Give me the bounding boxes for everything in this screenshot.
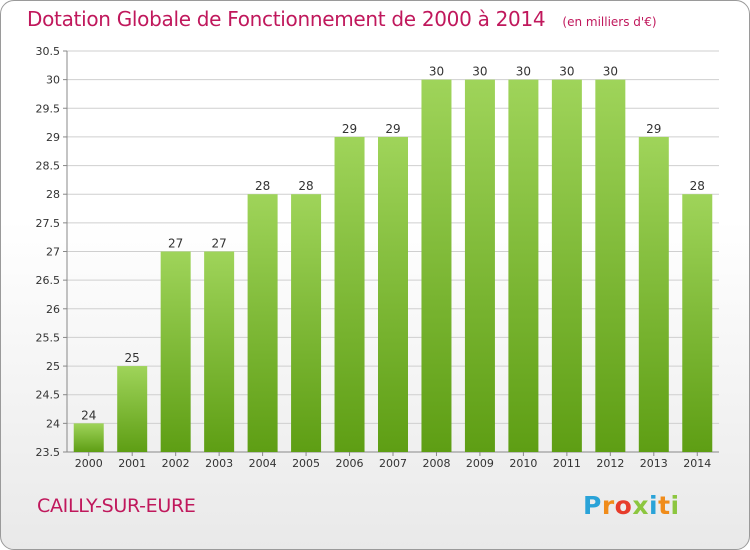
bar [160,251,191,452]
y-tick-label: 29.5 [36,102,61,115]
y-tick-label: 25 [46,360,60,373]
bar-value-label: 30 [559,65,574,79]
x-tick-label: 2011 [553,457,581,470]
bar [117,366,148,452]
y-tick-label: 26 [46,303,60,316]
bar-value-label: 30 [516,65,531,79]
bar-value-label: 30 [603,65,618,79]
x-tick-label: 2007 [379,457,407,470]
x-tick-label: 2014 [683,457,711,470]
bar-value-label: 29 [385,122,400,136]
y-tick-label: 23.5 [36,446,61,459]
bar-value-label: 28 [690,179,705,193]
logo-letter: i [649,491,659,520]
bar-value-label: 25 [125,351,140,365]
bar-value-label: 27 [168,237,183,251]
x-tick-label: 2005 [292,457,320,470]
logo-letter: o [614,491,633,520]
bar [247,194,278,452]
bar [421,79,452,453]
bar [551,79,582,453]
bar-value-label: 30 [472,65,487,79]
x-tick-label: 2002 [162,457,190,470]
bar-value-label: 24 [81,408,96,422]
y-tick-label: 26.5 [36,274,61,287]
logo-letter: r [601,491,615,520]
y-tick-label: 28 [46,188,60,201]
x-tick-label: 2004 [249,457,277,470]
bar [508,79,539,453]
bar-value-label: 27 [211,237,226,251]
bar [378,136,408,452]
x-tick-label: 2009 [466,457,494,470]
x-tick-label: 2003 [205,457,233,470]
bar [682,194,713,452]
y-tick-label: 28.5 [36,160,61,173]
chart-title: Dotation Globale de Fonctionnement de 20… [27,7,546,31]
logo-letter: x [632,491,649,520]
y-tick-label: 27.5 [36,217,61,230]
bar [464,79,495,453]
y-tick-label: 30.5 [36,45,61,58]
x-tick-label: 2012 [596,457,624,470]
bar-value-label: 28 [255,179,270,193]
bar-value-label: 29 [646,122,661,136]
bar-value-label: 28 [298,179,313,193]
y-tick-label: 24.5 [36,389,61,402]
x-tick-label: 2013 [640,457,668,470]
y-tick-label: 30 [46,74,60,87]
title-row: Dotation Globale de Fonctionnement de 20… [27,7,657,31]
bar [638,136,669,452]
bar [595,79,626,453]
logo-letter: i [670,491,680,520]
x-tick-label: 2010 [509,457,537,470]
y-tick-label: 25.5 [36,331,61,344]
bar-value-label: 30 [429,65,444,79]
x-tick-label: 2001 [118,457,146,470]
logo-letter: P [583,491,602,520]
bar [291,194,322,452]
bar [73,423,104,452]
x-tick-label: 2000 [75,457,103,470]
proxiti-logo: Proxiti [583,491,680,520]
commune-name: CAILLY-SUR-EURE [37,495,196,517]
y-tick-label: 29 [46,131,60,144]
bar-value-label: 29 [342,122,357,136]
bar [204,251,235,452]
bar [334,136,365,452]
x-tick-label: 2006 [336,457,364,470]
logo-letter: t [658,491,671,520]
x-tick-label: 2008 [422,457,450,470]
y-tick-label: 27 [46,246,60,259]
chart-subtitle: (en milliers d'€) [562,15,657,29]
y-tick-label: 24 [46,417,60,430]
